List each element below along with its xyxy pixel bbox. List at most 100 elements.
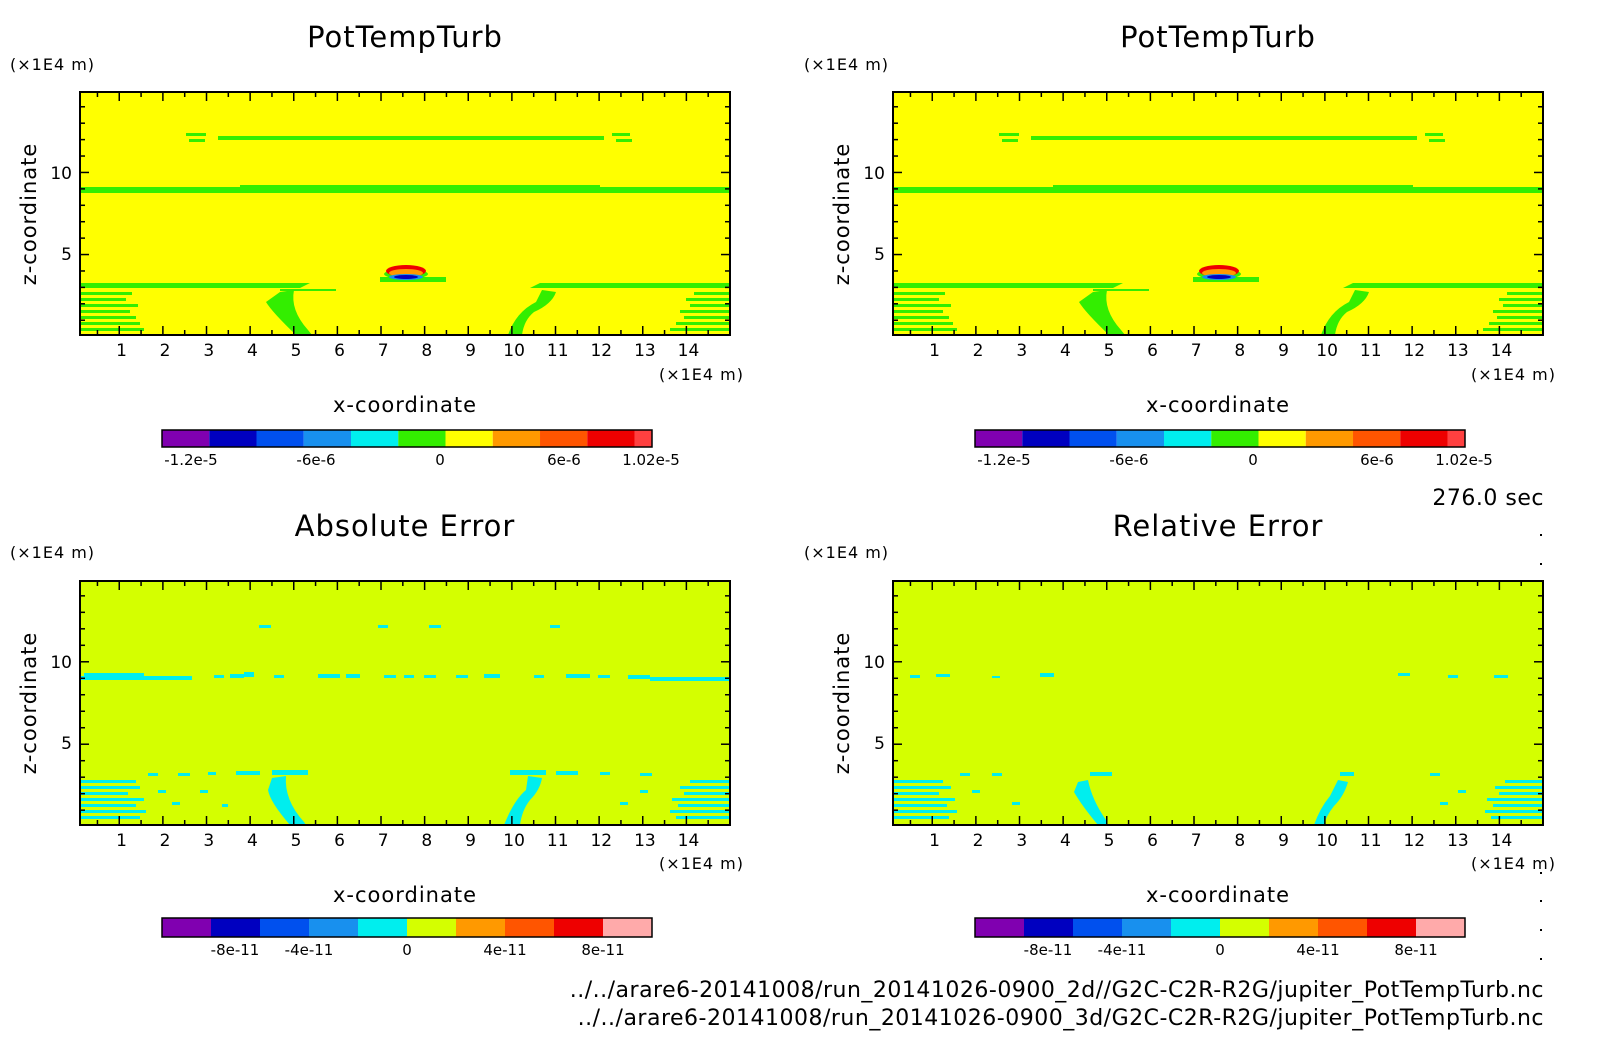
contour-band <box>893 328 957 331</box>
x-tick-label: 6 <box>334 341 345 361</box>
error-band <box>80 798 144 801</box>
x-tick-label: 2 <box>160 831 171 851</box>
panel-pottempturb-right: PotTempTurb (×1E4 m) <box>804 20 1555 469</box>
colorbar-segment <box>456 918 505 937</box>
contour-band <box>893 298 939 301</box>
colorbar-segment <box>1269 918 1318 937</box>
field-background <box>893 92 1543 335</box>
plot-frame <box>892 580 1544 826</box>
contour-band <box>1499 298 1543 301</box>
tick-marks <box>893 92 1543 335</box>
x-tick-label: 13 <box>634 341 656 361</box>
perturbation-bubble <box>394 275 418 279</box>
y-unit-label: (×1E4 m) <box>10 543 95 562</box>
colorbar-label: 1.02e-5 <box>622 451 680 469</box>
contour-band <box>616 139 632 142</box>
error-speck <box>1458 790 1466 793</box>
x-unit-label: (×1E4 m) <box>659 365 744 384</box>
error-band <box>80 780 136 783</box>
error-speck <box>148 773 158 776</box>
error-band <box>1491 816 1543 819</box>
x-axis-label: x-coordinate <box>1146 393 1290 417</box>
colorbar-segment <box>1024 918 1073 937</box>
x-tick-label: 9 <box>465 341 476 361</box>
colorbar-label: 8e-11 <box>1394 941 1437 959</box>
error-speck <box>1090 772 1112 776</box>
x-unit-label: (×1E4 m) <box>659 854 744 873</box>
contour-band <box>1343 283 1543 288</box>
colorbar-labels: -8e-11 -4e-11 0 4e-11 8e-11 <box>1024 941 1438 959</box>
error-plume <box>268 776 306 825</box>
contour-band <box>893 187 1543 193</box>
x-tick-label: 14 <box>678 341 700 361</box>
error-plume <box>504 776 542 825</box>
contour-band <box>684 316 730 319</box>
error-band <box>80 804 136 807</box>
colorbar-label: 4e-11 <box>483 941 526 959</box>
error-speck <box>550 625 560 628</box>
colorbar-segment <box>211 918 260 937</box>
error-band <box>230 674 244 678</box>
error-speck <box>158 790 166 793</box>
error-band <box>1493 804 1543 807</box>
error-speck <box>1012 802 1020 805</box>
contour-band <box>1031 136 1417 140</box>
x-tick-label: 7 <box>378 831 389 851</box>
error-band <box>672 798 730 801</box>
contour-field <box>80 92 730 335</box>
x-tick-label: 5 <box>291 341 302 361</box>
colorbar-segment <box>445 430 493 447</box>
x-tick-label: 4 <box>247 831 258 851</box>
colorbar-segment <box>1220 918 1269 937</box>
error-plume <box>1074 780 1108 825</box>
contour-band <box>1489 322 1543 325</box>
contour-band <box>80 328 144 331</box>
colorbar-label: 0 <box>402 941 412 959</box>
x-tick-label: 13 <box>1447 831 1469 851</box>
x-tick-label: 5 <box>1104 341 1115 361</box>
colorbar-labels: -1.2e-5 -6e-6 0 6e-6 1.02e-5 <box>164 451 680 469</box>
x-tick-labels: 1 2 3 4 5 6 7 8 9 10 11 12 13 14 <box>116 831 699 851</box>
error-speck <box>208 772 216 775</box>
error-speck <box>620 802 628 805</box>
field-background <box>80 581 730 825</box>
colorbar-frame <box>974 917 1466 938</box>
contour-band <box>893 316 949 319</box>
error-band <box>534 675 544 678</box>
tick-marks <box>80 92 730 335</box>
x-tick-label: 5 <box>1104 831 1115 851</box>
error-band <box>318 674 340 678</box>
plot-frame <box>892 91 1544 336</box>
colorbar-segment <box>634 430 652 447</box>
x-tick-label: 3 <box>203 831 214 851</box>
error-band <box>424 675 436 678</box>
contour-plume <box>508 290 556 335</box>
colorbar-segment <box>358 918 407 937</box>
panel-title: Relative Error <box>1113 509 1324 543</box>
y-axis-label: z-coordinate <box>830 632 854 775</box>
contour-band <box>680 310 730 313</box>
x-tick-label: 1 <box>116 341 127 361</box>
colorbar-segment <box>1447 430 1465 447</box>
error-band <box>1499 792 1543 795</box>
perturbation-bubble <box>1207 275 1231 279</box>
colorbar-segment <box>1416 918 1465 937</box>
panel-title: PotTempTurb <box>1120 20 1316 54</box>
contour-band <box>694 292 730 295</box>
x-tick-label: 3 <box>203 341 214 361</box>
colorbar-label: -4e-11 <box>285 941 334 959</box>
error-band <box>670 810 730 813</box>
contour-band <box>1503 304 1543 307</box>
x-tick-label: 10 <box>1316 831 1338 851</box>
colorbar-label: -6e-6 <box>1109 451 1148 469</box>
error-speck <box>640 773 652 776</box>
colorbar-segment <box>1211 430 1259 447</box>
x-tick-label: 10 <box>1316 341 1338 361</box>
y-unit-label: (×1E4 m) <box>804 543 889 562</box>
error-speck <box>910 675 920 678</box>
x-axis-label: x-coordinate <box>1146 883 1290 907</box>
x-tick-label: 14 <box>1491 831 1513 851</box>
error-band <box>893 804 947 807</box>
colorbar-label: -4e-11 <box>1098 941 1147 959</box>
error-speck <box>960 773 970 776</box>
